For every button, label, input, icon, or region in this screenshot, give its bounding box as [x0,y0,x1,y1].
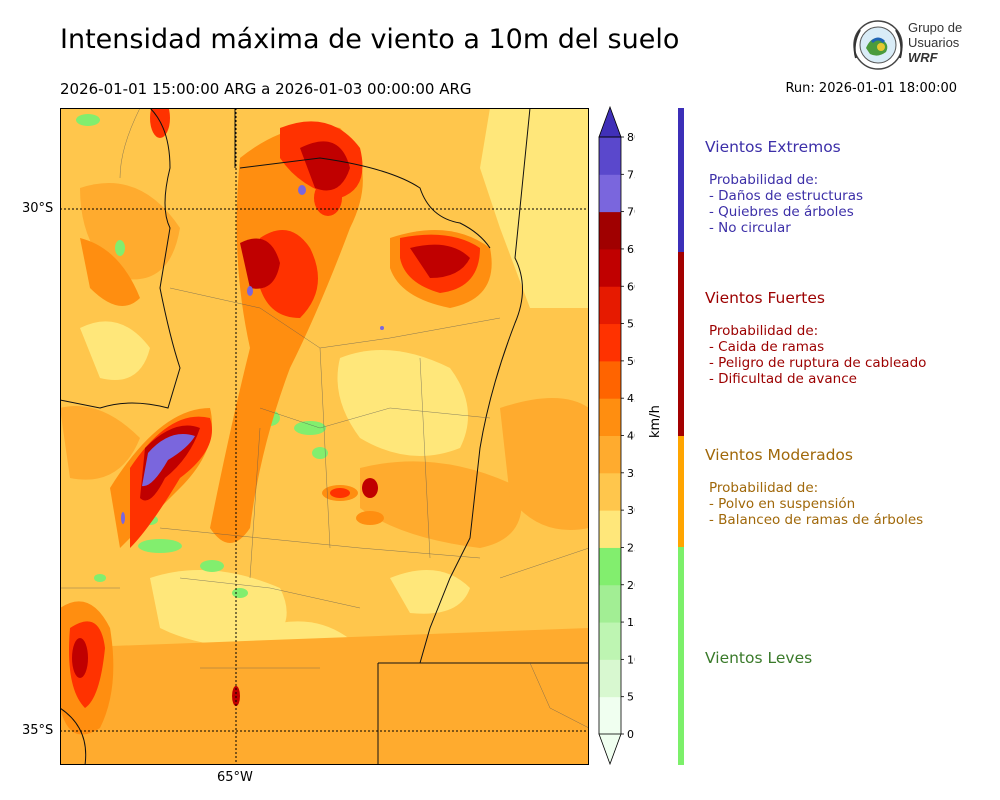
colorbar-bin-45 [599,360,621,399]
colorbar-tick-label-65: 65 [627,243,635,256]
colorbar-tick-label-5: 5 [627,691,634,704]
colorbar-tick-label-55: 55 [627,318,635,331]
colorbar-tick-label-50: 50 [627,355,635,368]
colorbar-tick-label-0: 0 [627,728,634,741]
category-bar-leves [678,547,684,765]
colorbar-bin-0 [599,696,621,735]
colorbar-tick-label-40: 40 [627,430,635,443]
colorbar-tick-label-75: 75 [627,168,635,181]
department-borders [60,108,589,729]
colorbar-bin-30 [599,472,621,511]
wrf-logo-icon [853,20,903,70]
colorbar-tick-label-45: 45 [627,392,635,405]
colorbar-bin-5 [599,659,621,698]
graticule [60,108,589,765]
category-bar-fuertes [678,252,684,436]
colorbar-bin-65 [599,211,621,250]
colorbar-tick-label-60: 60 [627,280,635,293]
colorbar-bin-10 [599,622,621,660]
map-frame [60,108,589,765]
colorbar-tick-label-15: 15 [627,616,635,629]
forecast-period: 2026-01-01 15:00:00 ARG a 2026-01-03 00:… [60,80,472,98]
colorbar-bin-55 [599,286,621,325]
category-bar-moderados [678,436,684,547]
category-moderados-desc: Probabilidad de: - Polvo en suspensión -… [709,480,924,528]
colorbar-tick-label-10: 10 [627,653,635,666]
run-time: Run: 2026-01-01 18:00:00 [785,81,957,96]
colorbar: 0 5 10 15 20 25 30 35 40 45 50 55 60 65 70 75 80 [598,105,635,766]
category-extremos-title: Vientos Extremos [705,138,841,156]
colorbar-bin-70 [599,174,621,213]
colorbar-tick-label-20: 20 [627,579,635,592]
colorbar-tick-label-70: 70 [627,206,635,219]
colorbar-tick-label-35: 35 [627,467,635,480]
category-fuertes-desc: Probabilidad de: - Caida de ramas - Peli… [709,323,927,387]
category-extremos-desc: Probabilidad de: - Daños de estructuras … [709,172,864,236]
colorbar-extend-high [598,105,622,138]
colorbar-bin-40 [599,398,621,436]
lon-label-65w: 65°W [217,770,253,785]
colorbar-bin-15 [599,584,621,623]
colorbar-bin-35 [599,435,621,474]
wind-field-extreme [121,185,384,524]
category-fuertes-title: Vientos Fuertes [705,289,825,307]
category-bar-extremos [678,108,684,252]
colorbar-tick-label-30: 30 [627,504,635,517]
colorbar-bin-60 [599,248,621,287]
colorbar-tick-label-25: 25 [627,541,635,554]
category-leves-title: Vientos Leves [705,649,813,667]
colorbar-bin-75 [599,137,621,175]
province-borders [60,108,589,765]
logo-text: Grupo de Usuarios WRF [908,20,963,65]
map-title: Intensidad máxima de viento a 10m del su… [60,24,680,55]
lat-label-30s: 30°S [22,201,54,216]
colorbar-bin-50 [599,323,621,362]
colorbar-tick-label-80: 80 [627,131,635,144]
wind-intensity-map [60,108,589,765]
colorbar-bin-20 [599,547,621,586]
category-moderados-title: Vientos Moderados [705,446,853,464]
colorbar-bin-25 [599,510,621,548]
colorbar-extend-low [598,733,622,766]
colorbar-unit-label: km/h [648,405,663,438]
lat-label-35s: 35°S [22,723,54,738]
